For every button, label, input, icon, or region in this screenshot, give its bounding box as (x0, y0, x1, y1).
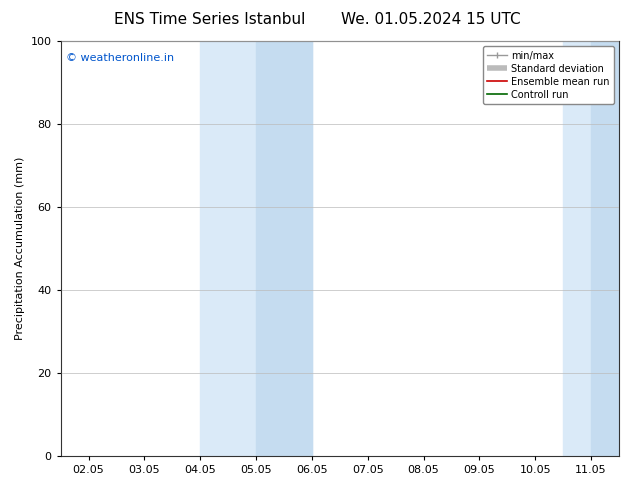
Bar (591, 41, 619, 456)
Bar (563, 41, 619, 456)
Legend: min/max, Standard deviation, Ensemble mean run, Controll run: min/max, Standard deviation, Ensemble me… (482, 46, 614, 104)
Text: ENS Time Series Istanbul: ENS Time Series Istanbul (113, 12, 305, 27)
Text: We. 01.05.2024 15 UTC: We. 01.05.2024 15 UTC (341, 12, 521, 27)
Bar (256, 41, 312, 456)
Bar (200, 41, 312, 456)
Y-axis label: Precipitation Accumulation (mm): Precipitation Accumulation (mm) (15, 157, 25, 340)
Text: © weatheronline.in: © weatheronline.in (66, 53, 174, 64)
